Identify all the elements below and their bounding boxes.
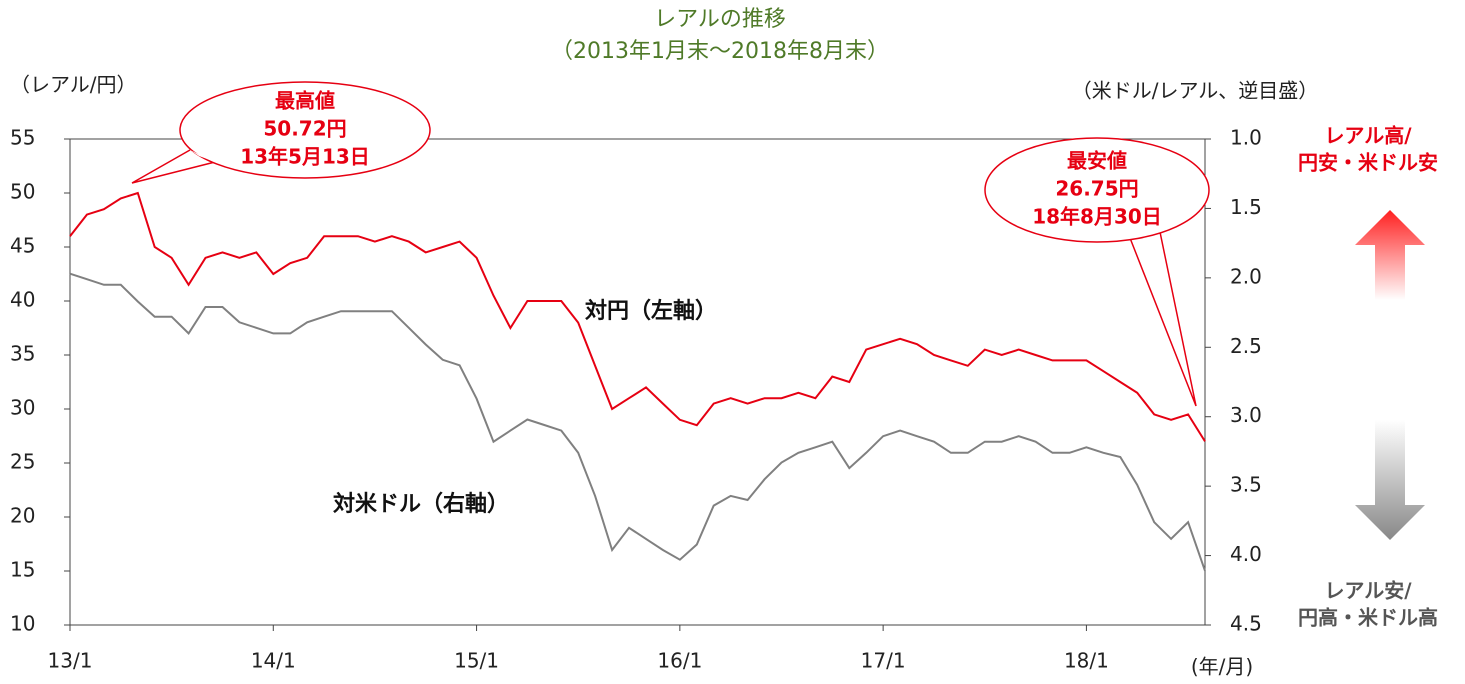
- x-tick-label: 14/1: [251, 649, 296, 673]
- x-tick-label: 18/1: [1064, 649, 1109, 673]
- series-line: [69, 191, 1206, 442]
- series-line: [69, 272, 1206, 572]
- y2-tick-label: 1.5: [1230, 195, 1262, 219]
- callout-bubble: [1129, 231, 1197, 407]
- y-tick-label: 55: [10, 126, 35, 150]
- side-label: 円高・米ドル高: [1298, 606, 1438, 630]
- y-tick-label: 30: [10, 396, 35, 420]
- y-tick-label: 45: [10, 234, 35, 258]
- callout-bubble: [984, 137, 1210, 243]
- y-axis-label: （レアル/円）: [10, 73, 137, 97]
- y-tick-label: 50: [10, 180, 35, 204]
- plot-frame: [69, 138, 1206, 626]
- y2-tick-label: 4.5: [1230, 612, 1262, 636]
- x-tick-label: 15/1: [454, 649, 499, 673]
- y2-tick-label: 3.0: [1230, 403, 1262, 427]
- series-label: 対米ドル（右軸）: [333, 491, 509, 517]
- callout-text: 50.72円: [263, 117, 346, 141]
- callout-bubble: [179, 81, 431, 179]
- y2-tick-label: 2.0: [1230, 264, 1262, 288]
- callout-text: 26.75円: [1055, 177, 1138, 201]
- y2-tick-label: 1.0: [1230, 126, 1262, 150]
- y2-tick-label: 2.5: [1230, 334, 1262, 358]
- y-tick-label: 10: [10, 612, 35, 636]
- callout-cover: [190, 150, 215, 162]
- callout-cover: [1130, 232, 1160, 238]
- x-tick-label: 17/1: [861, 649, 906, 673]
- x-tick-label: 13/1: [48, 649, 93, 673]
- chart-title: レアルの推移: [654, 7, 786, 32]
- y2-tick-label: 3.5: [1230, 473, 1262, 497]
- y-tick-label: 35: [10, 342, 35, 366]
- y-tick-label: 15: [10, 558, 35, 582]
- y-tick-label: 25: [10, 450, 35, 474]
- callout-text: 13年5月13日: [240, 145, 370, 169]
- series-label: 対円（左軸）: [585, 298, 717, 324]
- x-tick-label: 16/1: [657, 649, 702, 673]
- side-label: レアル高/: [1324, 124, 1412, 148]
- y-tick-label: 40: [10, 288, 35, 312]
- up-arrow: [1355, 210, 1425, 300]
- down-arrow: [1355, 420, 1425, 540]
- side-label: レアル安/: [1324, 579, 1412, 603]
- callout-bubble: [131, 149, 216, 184]
- callout-text: 18年8月30日: [1032, 205, 1162, 229]
- y2-tick-label: 4.0: [1230, 542, 1262, 566]
- side-label: 円安・米ドル安: [1298, 151, 1438, 175]
- y2-axis-label: （米ドル/レアル、逆目盛）: [1072, 79, 1319, 103]
- chart-subtitle: （2013年1月末～2018年8月末）: [551, 39, 889, 64]
- callout-text: 最高値: [275, 89, 335, 113]
- y-tick-label: 20: [10, 504, 35, 528]
- callout-text: 最安値: [1067, 149, 1127, 173]
- x-axis-label: (年/月): [1191, 655, 1253, 679]
